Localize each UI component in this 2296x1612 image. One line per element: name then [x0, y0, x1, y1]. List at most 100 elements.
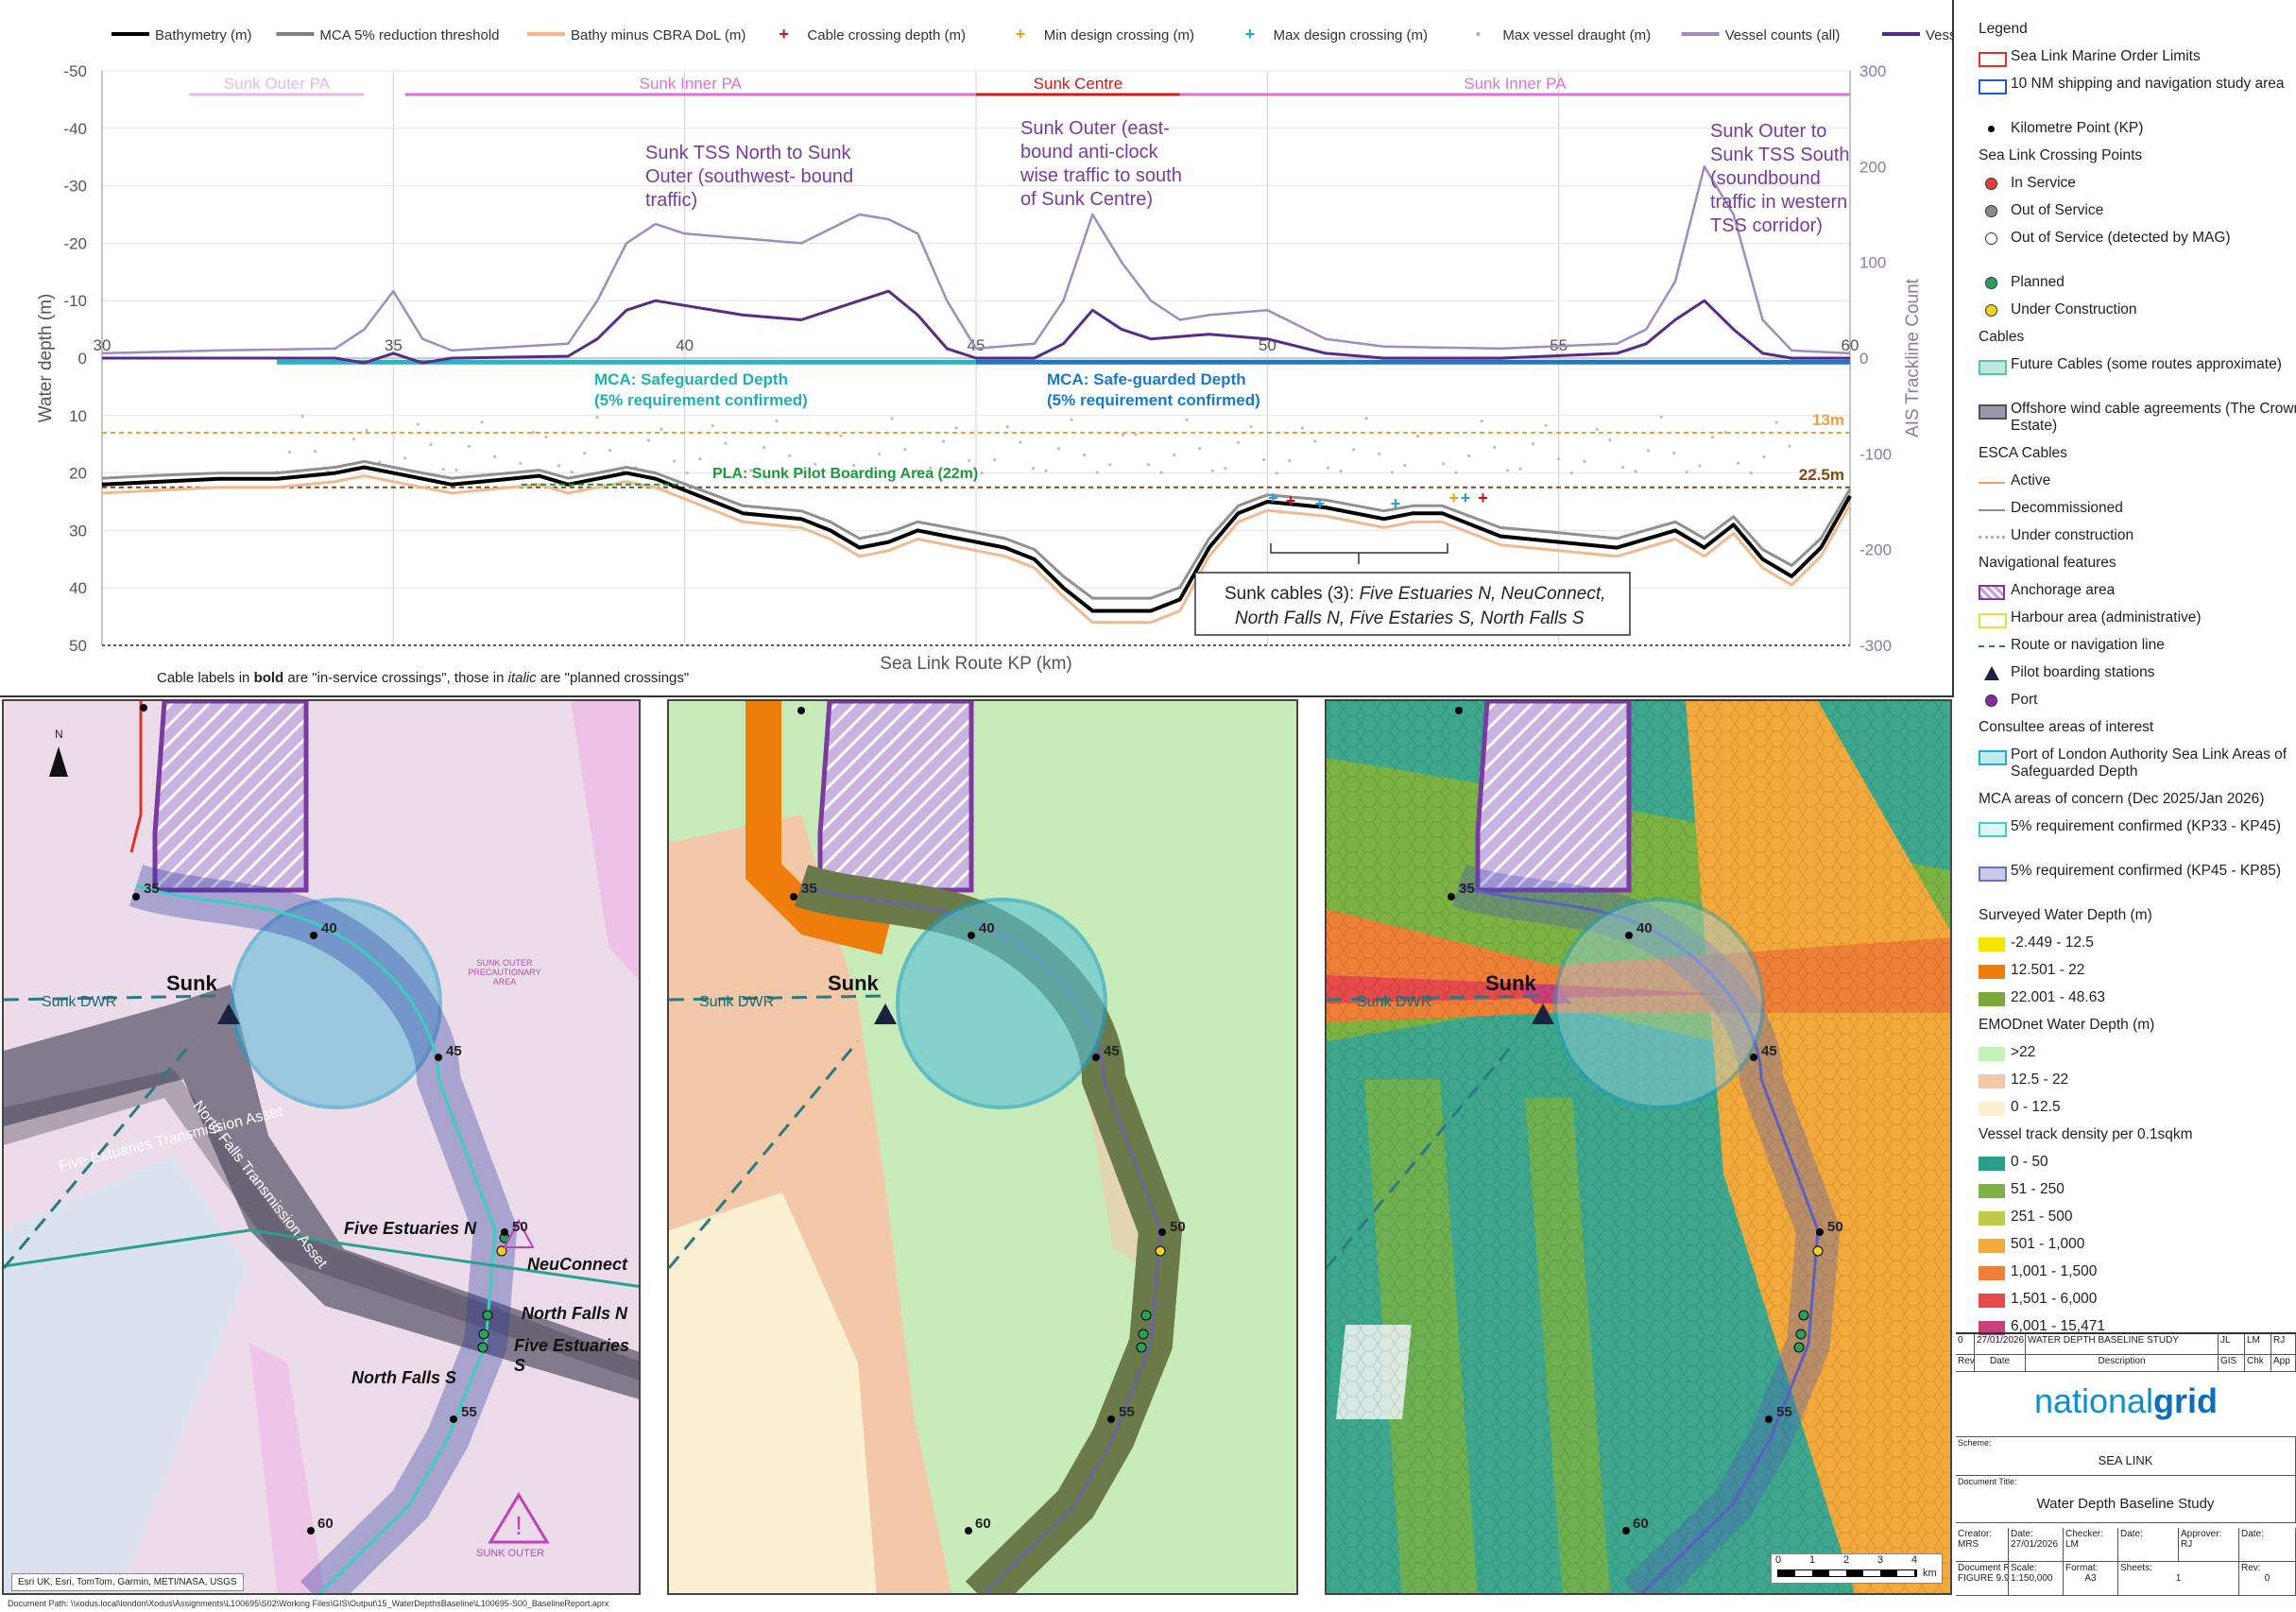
map-2-canvas — [669, 701, 1296, 1593]
draught-dot — [1275, 471, 1278, 475]
legend-label: 1,501 - 6,000 — [2011, 1291, 2098, 1307]
annotation-pla: PLA: Sunk Pilot Boarding Area (22m) — [712, 466, 978, 482]
pa-label: Sunk Outer PA — [224, 75, 331, 93]
chart-legend-label: Cable crossing depth (m) — [807, 27, 966, 43]
description-value: WATER DEPTH BASELINE STUDY — [2026, 1334, 2219, 1355]
y2-tick-label: -200 — [1859, 541, 1892, 559]
legend-label: 12.501 - 22 — [2011, 962, 2085, 978]
draught-dot — [493, 454, 497, 458]
draught-dot — [365, 428, 368, 433]
chart-legend-item: + Max design crossing (m) — [1245, 25, 1428, 43]
kp-label-60: 60 — [975, 1516, 991, 1532]
crossing-marker: + — [1268, 489, 1278, 507]
legend-label: Decommissioned — [2011, 500, 2123, 516]
format-box: Format: A3 — [2064, 1562, 2118, 1596]
legend-symbol — [1979, 1047, 2005, 1061]
draught-dot — [1262, 457, 1266, 462]
sunk-dwr-label: Sunk DWR — [42, 994, 117, 1010]
draught-dot — [711, 423, 714, 428]
draught-dot — [1698, 464, 1702, 468]
annotation-mca-2: (5% requirement confirmed) — [1047, 391, 1260, 409]
annotation-sunk-outer-south: traffic in western — [1710, 192, 1847, 213]
annotation-sunk-outer-east: wise traffic to south — [1019, 165, 1182, 186]
chart-legend-swatch: + — [1016, 25, 1026, 43]
legend-label: 251 - 500 — [2011, 1209, 2073, 1225]
legend-label: Harbour area (administrative) — [2011, 609, 2202, 626]
anchorage-area — [152, 701, 309, 893]
date2-box: Date: 27/01/2026 — [2009, 1528, 2064, 1562]
kp-label-40: 40 — [1636, 920, 1653, 936]
creator-label: Creator: — [1958, 1529, 1993, 1539]
legend-label: Under construction — [2011, 527, 2134, 543]
y2-tick-label: -300 — [1859, 637, 1892, 655]
draught-dot — [300, 414, 304, 418]
logo-text-1: national — [2033, 1381, 2154, 1420]
draught-dot — [1480, 420, 1483, 423]
legend-symbol — [1979, 509, 2005, 511]
map-water-depth[interactable]: 35 40 45 50 55 60 Sunk Sunk DWR — [667, 699, 1298, 1595]
y2-tick-label: 100 — [1859, 254, 1886, 272]
legend-symbol — [1979, 937, 2005, 952]
scale-box: Scale: 1:150,000 — [2009, 1562, 2064, 1596]
draught-dot — [519, 461, 523, 465]
legend-symbol — [1979, 1266, 2005, 1280]
legend-label: Anchorage area — [2011, 582, 2116, 598]
cable-label-north-falls-s: North Falls S — [351, 1368, 457, 1387]
legend-heading: Cables — [1979, 329, 2025, 345]
creator-value: MRS — [1958, 1539, 1979, 1550]
docref-box: Document Ref:FIGURE 9.96.5 — [1956, 1562, 2009, 1596]
y-tick-label: 10 — [69, 407, 87, 425]
legend-label: 5% requirement confirmed (KP33 - KP45) — [2011, 818, 2282, 834]
rev-header: Rev — [1956, 1355, 1975, 1372]
date3-label: Date: — [2120, 1529, 2143, 1539]
y2-tick-label: 0 — [1859, 350, 1868, 368]
depth-profile-chart: 30 35 40 45 50 55 60 -50 -40 -30 -20 -10 0 10 20 30 40 50… — [0, 0, 1954, 697]
draught-dot — [1544, 423, 1548, 427]
legend-label: Kilometre Point (KP) — [2011, 120, 2144, 136]
y2-tick-label: 200 — [1859, 158, 1886, 176]
legend-label: Planned — [2011, 274, 2065, 290]
legend-symbol — [1979, 965, 2005, 979]
scale-tick-3: 3 — [1877, 1554, 1884, 1566]
y-tick-label: -20 — [63, 234, 87, 252]
cable-label-five-estuaries-s: Five Estuaries S — [514, 1336, 630, 1375]
draught-dot — [1070, 418, 1073, 421]
kp-label-60: 60 — [317, 1516, 334, 1532]
draught-dot — [788, 454, 792, 457]
cable-line — [4, 1228, 639, 1288]
draught-dot — [467, 444, 471, 449]
scale-bar-graphic — [1777, 1569, 1917, 1577]
draught-dot — [1313, 439, 1317, 443]
draught-dot — [1710, 436, 1715, 439]
kp-label-50: 50 — [1827, 1219, 1843, 1235]
map-vessel-density[interactable]: 35 40 45 50 55 60 Sunk Sunk DWR 0 1 2 3 … — [1325, 699, 1952, 1595]
draught-dot — [1531, 441, 1535, 446]
legend-heading: Sea Link Crossing Points — [1979, 147, 2143, 163]
annotation-sunk-tss-north: Outer (southwest- bound — [645, 166, 853, 187]
draught-dot — [314, 450, 317, 454]
draught-dot — [480, 420, 484, 424]
legend-label: >22 — [2011, 1044, 2036, 1060]
legend-symbol — [1979, 585, 2005, 600]
legend-symbol — [1979, 822, 2007, 837]
legend-symbol — [1979, 404, 2007, 420]
draught-dot — [1173, 453, 1176, 457]
draught-dot — [980, 471, 984, 475]
legend-symbol — [1979, 1157, 2005, 1171]
chart-legend-label: MCA 5% reduction threshold — [319, 27, 499, 43]
draught-dot — [775, 419, 779, 423]
draught-dot — [1300, 426, 1304, 430]
draught-dot — [660, 427, 663, 431]
chart-legend-label: Min design crossing (m) — [1044, 27, 1194, 43]
legend-label: Port of London Authority Sea Link Areas … — [2011, 746, 2287, 780]
legend-symbol — [1985, 277, 1997, 289]
chart-legend-swatch — [1476, 32, 1481, 36]
map-nautical-chart[interactable]: ! N 35 40 45 50 55 60 Sunk Sunk DWR Nort… — [2, 699, 641, 1595]
precautionary-band — [571, 701, 639, 981]
kp-dots — [132, 704, 508, 1535]
gis-value: JL — [2219, 1334, 2245, 1355]
draught-dot — [1723, 430, 1727, 435]
legend-label: Out of Service — [2011, 202, 2104, 218]
legend-label: Offshore wind cable agreements (The Crow… — [2011, 401, 2296, 434]
legend-symbol — [1979, 536, 2005, 539]
